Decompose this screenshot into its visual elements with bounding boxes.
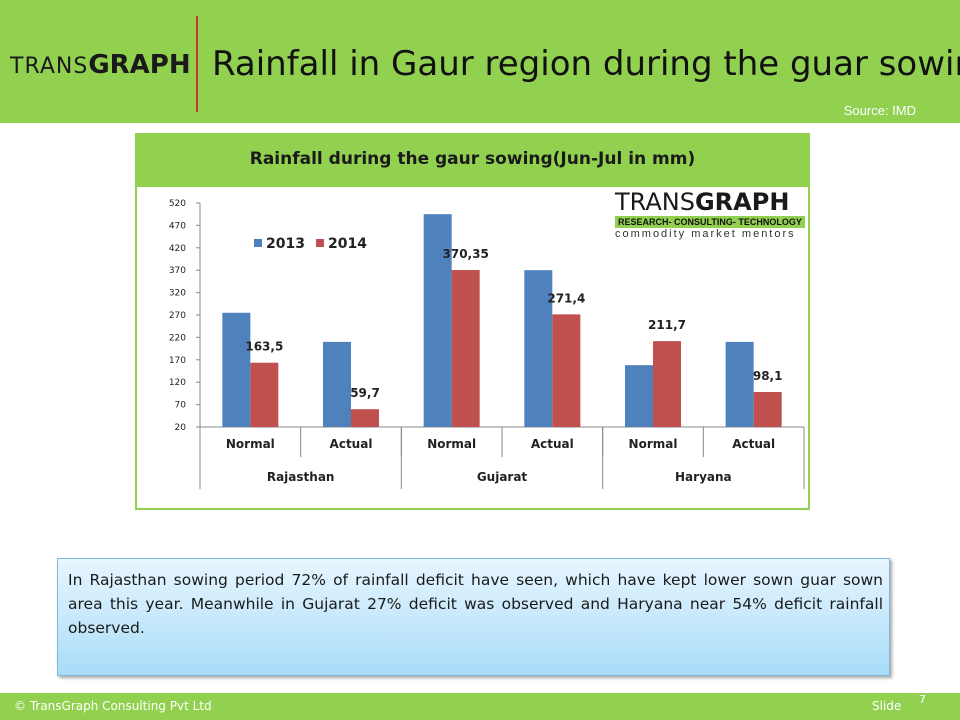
y-tick-label-4: 220 (169, 333, 186, 343)
bar-2013-4 (625, 365, 653, 427)
bar-2014-5 (753, 392, 782, 427)
y-tick-label-5: 270 (169, 311, 186, 321)
chart-logo-graph: GRAPH (694, 188, 790, 216)
chart-title-bar: Rainfall during the gaur sowing(Jun-Jul … (137, 135, 808, 187)
bar-2014-0 (250, 362, 279, 427)
slide-number: 7 (919, 693, 926, 706)
category-label-3: Actual (531, 437, 574, 451)
category-label-1: Actual (330, 437, 373, 451)
note-text: In Rajasthan sowing period 72% of rainfa… (68, 571, 883, 637)
header-bar: TRANSGRAPH Rainfall in Gaur region durin… (0, 0, 960, 123)
copyright-text: © TransGraph Consulting Pvt Ltd (14, 699, 212, 713)
data-label-2014-1: 59,7 (350, 386, 380, 400)
bar-2013-5 (725, 341, 754, 427)
data-label-2014-0: 163,5 (245, 340, 283, 354)
legend-label-2014: 2014 (328, 236, 367, 252)
bar-2014-1 (351, 409, 379, 427)
chart-title: Rainfall during the gaur sowing(Jun-Jul … (249, 149, 696, 169)
group-label-1: Gujarat (477, 470, 528, 484)
data-label-2014-3: 271,4 (547, 291, 585, 305)
legend-swatch-2013 (254, 239, 262, 247)
note-box: In Rajasthan sowing period 72% of rainfa… (57, 558, 890, 676)
bar-2014-3 (552, 314, 581, 427)
bar-2013-3 (524, 270, 553, 427)
y-tick-label-9: 470 (169, 221, 186, 231)
bar-2014-4 (653, 341, 681, 427)
data-label-2014-4: 211,7 (648, 318, 686, 332)
group-label-2: Haryana (675, 470, 732, 484)
category-label-4: Normal (629, 437, 678, 451)
data-label-2014-2: 370,35 (443, 247, 489, 261)
chart-logo-tagline: RESEARCH- CONSULTING- TECHNOLOGY (615, 216, 805, 228)
data-label-2014-5: 98,1 (753, 369, 783, 383)
bar-2013-0 (222, 312, 251, 427)
y-tick-label-3: 170 (169, 356, 186, 366)
transgraph-logo: TRANSGRAPH (10, 50, 191, 80)
y-tick-label-8: 420 (169, 244, 186, 254)
category-label-2: Normal (427, 437, 476, 451)
logo-trans-text: TRANS (10, 54, 89, 79)
chart-logo-motto: commodity market mentors (615, 228, 796, 240)
y-tick-label-10: 520 (169, 199, 186, 209)
page-title: Rainfall in Gaur region during the guar … (212, 44, 960, 84)
chart-logo: TRANSGRAPH RESEARCH- CONSULTING- TECHNOL… (615, 190, 805, 240)
bar-2013-2 (423, 214, 452, 427)
footer-bar: © TransGraph Consulting Pvt Ltd Slide 7 (0, 693, 960, 720)
y-tick-label-6: 320 (169, 289, 186, 299)
category-label-0: Normal (226, 437, 275, 451)
y-tick-label-0: 20 (175, 423, 187, 433)
chart-frame: Rainfall during the gaur sowing(Jun-Jul … (135, 133, 810, 510)
y-tick-label-2: 120 (169, 378, 186, 388)
category-label-5: Actual (732, 437, 775, 451)
legend-swatch-2014 (316, 239, 324, 247)
y-tick-label-7: 370 (169, 266, 186, 276)
rainfall-bar-chart: 20 70 120 170 220 270 320 370 420 470 520 Normal Act… (169, 199, 805, 489)
bar-2013-1 (323, 341, 351, 427)
group-label-0: Rajasthan (267, 470, 335, 484)
legend-label-2013: 2013 (266, 236, 305, 252)
y-tick-label-1: 70 (175, 401, 187, 411)
source-label: Source: IMD (843, 103, 916, 118)
logo-graph-text: GRAPH (88, 50, 191, 80)
header-divider (196, 16, 198, 112)
bar-2014-2 (451, 270, 480, 427)
slide-label: Slide (872, 699, 902, 713)
chart-logo-trans: TRANS (615, 188, 695, 216)
